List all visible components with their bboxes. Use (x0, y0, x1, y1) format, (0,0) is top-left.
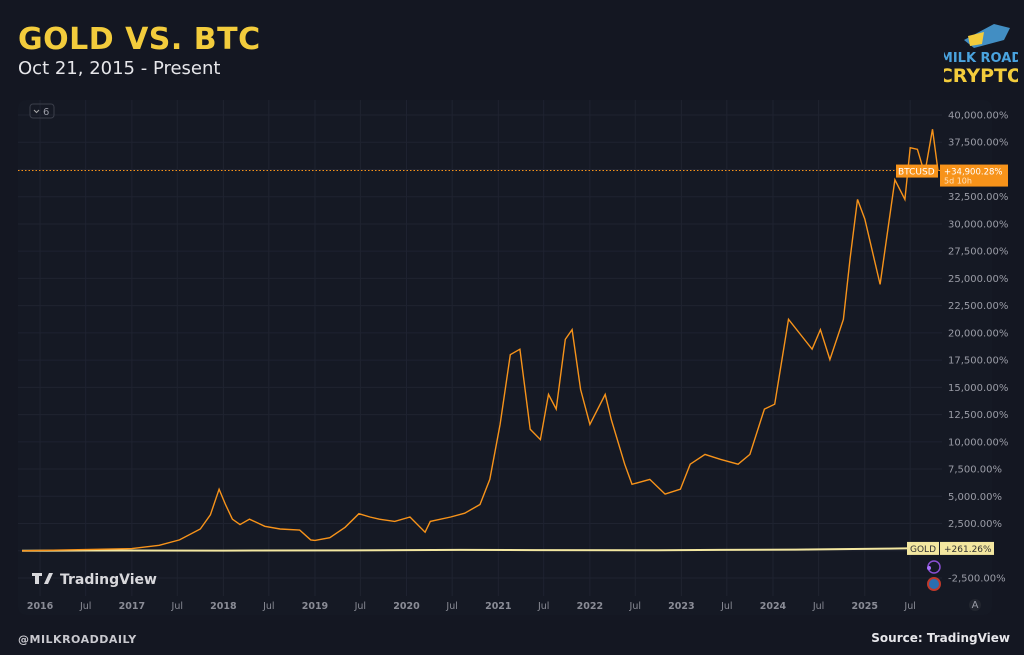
collapse-count: 6 (43, 107, 49, 118)
x-tick-label: 2016 (27, 601, 54, 612)
svg-text:A: A (972, 600, 979, 611)
tradingview-wordmark: TradingView (60, 572, 157, 588)
x-tick-label: Jul (354, 601, 366, 612)
event-icons[interactable] (927, 560, 941, 591)
x-tick-label: 2017 (119, 601, 145, 612)
x-tick-label: Jul (262, 601, 274, 612)
x-tick-label: 2025 (852, 601, 878, 612)
btc-bar-countdown: 5d 10h (944, 177, 972, 186)
y-tick-label: 40,000.00% (948, 111, 1008, 122)
date-range-subtitle: Oct 21, 2015 - Present (18, 58, 221, 79)
y-tick-label: 25,000.00% (948, 274, 1008, 285)
news-event-icon[interactable] (927, 577, 941, 591)
x-tick-label: Jul (720, 601, 732, 612)
y-axis: -2,500.00% 2,500.00% 5,000.00% 7,500.00% 10,… (948, 111, 1008, 585)
y-tick-label: 15,000.00% (948, 383, 1008, 394)
gold-price-badge: GOLD +261.26% (907, 541, 994, 555)
y-tick-label: 20,000.00% (948, 328, 1008, 339)
gold-series-name: GOLD (910, 545, 936, 555)
x-tick-label: 2020 (393, 601, 420, 612)
y-tick-label: 27,500.00% (948, 247, 1008, 258)
x-tick-label: Jul (537, 601, 549, 612)
y-tick-label: 32,500.00% (948, 192, 1008, 203)
social-handle: @MILKROADDAILY (18, 633, 137, 646)
y-tick-label: 2,500.00% (948, 519, 1002, 530)
btc-price-badge: BTCUSD +34,900.28%5d 10h (896, 164, 1008, 187)
y-tick-label: 17,500.00% (948, 356, 1008, 367)
x-tick-label: Jul (812, 601, 824, 612)
btc-last-value: +34,900.28% (944, 168, 1002, 178)
gold-value-badge (940, 541, 994, 555)
source-credit: Source: TradingView (871, 631, 1010, 645)
x-tick-label: Jul (903, 601, 915, 612)
tradingview-watermark: TradingView (32, 572, 157, 588)
x-tick-label: Jul (79, 601, 91, 612)
btc-series-line (21, 129, 939, 552)
btc-series-name: BTCUSD (898, 168, 935, 178)
y-tick-label: 5,000.00% (948, 492, 1002, 503)
x-tick-label: Jul (445, 601, 457, 612)
milk-road-crypto-logo: MILK ROAD CRYPTO (944, 24, 1018, 87)
x-tick-label: 2022 (577, 601, 603, 612)
gold-series-line (21, 546, 939, 552)
y-tick-label: 37,500.00% (948, 138, 1008, 149)
btc-value-badge (940, 164, 1008, 187)
tradingview-logo-icon (32, 573, 53, 584)
y-tick-label: 12,500.00% (948, 410, 1008, 421)
chart-panel (18, 100, 992, 615)
x-tick-label: 2019 (302, 601, 328, 612)
btc-series-name-badge (896, 164, 938, 178)
gold-series-name-badge (907, 541, 939, 555)
auto-scale-button[interactable]: A (969, 599, 981, 611)
x-tick-label: Jul (629, 601, 641, 612)
x-tick-label: 2023 (668, 601, 694, 612)
x-tick-label: 2024 (760, 601, 787, 612)
x-tick-label: 2021 (485, 601, 511, 612)
page-title: GOLD VS. BTC (18, 22, 261, 57)
x-axis: 2016 Jul 2017 Jul 2018 Jul 2019 Jul 2020 Jul 2021 J… (27, 601, 916, 612)
x-tick-label: Jul (171, 601, 183, 612)
y-tick-label: -2,500.00% (948, 574, 1006, 585)
collapse-indicators-button[interactable]: 6 (29, 103, 55, 119)
y-tick-label: 10,000.00% (948, 437, 1008, 448)
svg-text:MILK ROAD: MILK ROAD (944, 51, 1018, 66)
svg-text:CRYPTO: CRYPTO (944, 65, 1018, 87)
chevron-down-icon (33, 109, 40, 114)
gold-last-value: +261.26% (944, 545, 992, 555)
y-tick-label: 30,000.00% (948, 219, 1008, 230)
grid (18, 100, 942, 596)
y-tick-label: 7,500.00% (948, 465, 1002, 476)
x-tick-label: 2018 (210, 601, 237, 612)
y-tick-label: 22,500.00% (948, 301, 1008, 312)
